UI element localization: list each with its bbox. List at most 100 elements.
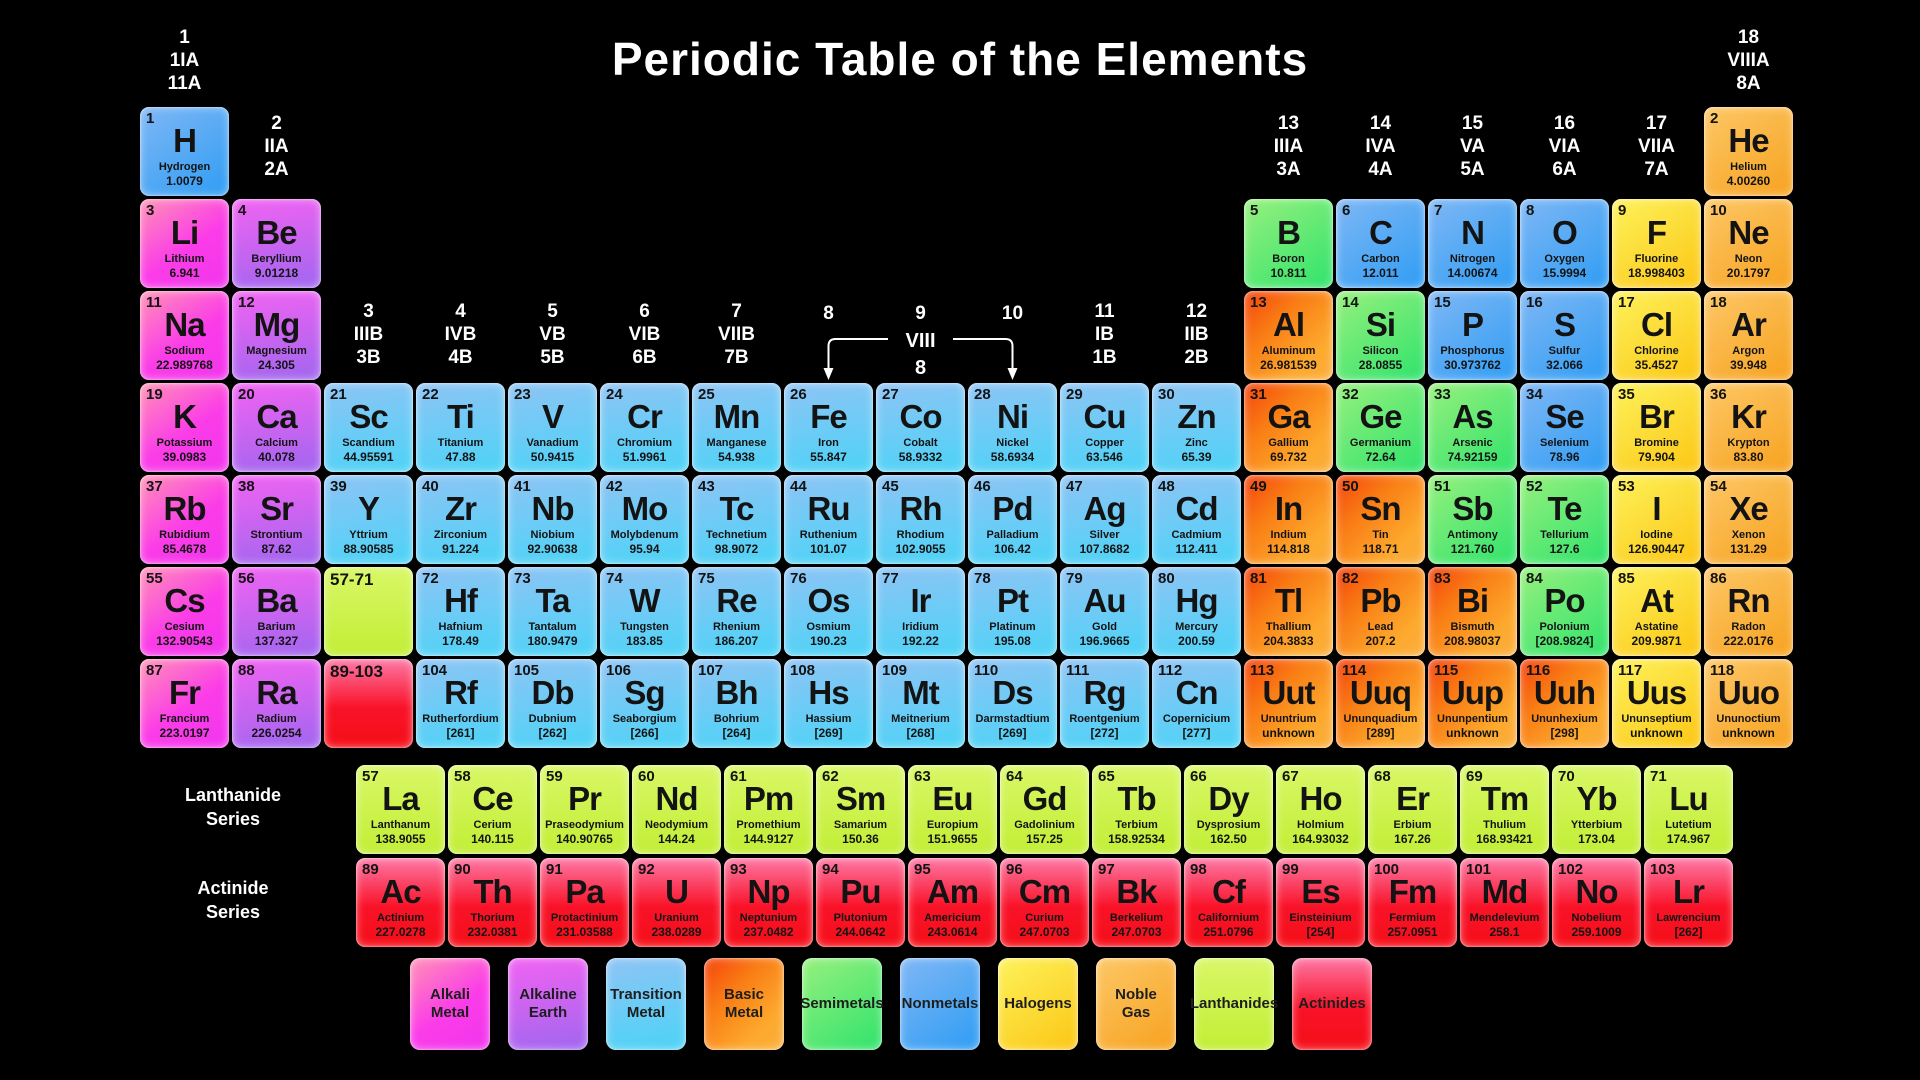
element-cell-Rg[interactable]: 111 Rg Roentgenium [272]	[1060, 659, 1149, 748]
element-cell-Br[interactable]: 35 Br Bromine 79.904	[1612, 383, 1701, 472]
element-cell-Ir[interactable]: 77 Ir Iridium 192.22	[876, 567, 965, 656]
element-cell-Rn[interactable]: 86 Rn Radon 222.0176	[1704, 567, 1793, 656]
element-cell-Cs[interactable]: 55 Cs Cesium 132.90543	[140, 567, 229, 656]
element-cell-Uuq[interactable]: 114 Uuq Ununquadium [289]	[1336, 659, 1425, 748]
element-cell-P[interactable]: 15 P Phosphorus 30.973762	[1428, 291, 1517, 380]
element-cell-Mn[interactable]: 25 Mn Manganese 54.938	[692, 383, 781, 472]
element-cell-Ne[interactable]: 10 Ne Neon 20.1797	[1704, 199, 1793, 288]
element-cell-Mo[interactable]: 42 Mo Molybdenum 95.94	[600, 475, 689, 564]
element-cell-Pu[interactable]: 94 Pu Plutonium 244.0642	[816, 858, 905, 947]
element-cell-Tl[interactable]: 81 Tl Thallium 204.3833	[1244, 567, 1333, 656]
element-cell-Pb[interactable]: 82 Pb Lead 207.2	[1336, 567, 1425, 656]
element-cell-Al[interactable]: 13 Al Aluminum 26.981539	[1244, 291, 1333, 380]
element-cell-S[interactable]: 16 S Sulfur 32.066	[1520, 291, 1609, 380]
element-cell-B[interactable]: 5 B Boron 10.811	[1244, 199, 1333, 288]
element-cell-Cm[interactable]: 96 Cm Curium 247.0703	[1000, 858, 1089, 947]
element-cell-Sg[interactable]: 106 Sg Seaborgium [266]	[600, 659, 689, 748]
element-cell-Si[interactable]: 14 Si Silicon 28.0855	[1336, 291, 1425, 380]
element-cell-O[interactable]: 8 O Oxygen 15.9994	[1520, 199, 1609, 288]
element-cell-Ca[interactable]: 20 Ca Calcium 40.078	[232, 383, 321, 472]
element-cell-Fr[interactable]: 87 Fr Francium 223.0197	[140, 659, 229, 748]
element-cell-N[interactable]: 7 N Nitrogen 14.00674	[1428, 199, 1517, 288]
element-cell-Bi[interactable]: 83 Bi Bismuth 208.98037	[1428, 567, 1517, 656]
element-cell-In[interactable]: 49 In Indium 114.818	[1244, 475, 1333, 564]
element-cell-Ti[interactable]: 22 Ti Titanium 47.88	[416, 383, 505, 472]
element-cell-Am[interactable]: 95 Am Americium 243.0614	[908, 858, 997, 947]
element-cell-Es[interactable]: 99 Es Einsteinium [254]	[1276, 858, 1365, 947]
element-cell-Ni[interactable]: 28 Ni Nickel 58.6934	[968, 383, 1057, 472]
element-cell-Er[interactable]: 68 Er Erbium 167.26	[1368, 765, 1457, 854]
element-cell-Sm[interactable]: 62 Sm Samarium 150.36	[816, 765, 905, 854]
element-cell-Rh[interactable]: 45 Rh Rhodium 102.9055	[876, 475, 965, 564]
element-cell-Bk[interactable]: 97 Bk Berkelium 247.0703	[1092, 858, 1181, 947]
element-cell-He[interactable]: 2 He Helium 4.00260	[1704, 107, 1793, 196]
element-cell-Yb[interactable]: 70 Yb Ytterbium 173.04	[1552, 765, 1641, 854]
element-cell-Hf[interactable]: 72 Hf Hafnium 178.49	[416, 567, 505, 656]
element-cell-Pr[interactable]: 59 Pr Praseodymium 140.90765	[540, 765, 629, 854]
element-cell-Ds[interactable]: 110 Ds Darmstadtium [269]	[968, 659, 1057, 748]
element-cell-Cd[interactable]: 48 Cd Cadmium 112.411	[1152, 475, 1241, 564]
element-cell-Pt[interactable]: 78 Pt Platinum 195.08	[968, 567, 1057, 656]
element-cell-As[interactable]: 33 As Arsenic 74.92159	[1428, 383, 1517, 472]
element-cell-Cr[interactable]: 24 Cr Chromium 51.9961	[600, 383, 689, 472]
element-cell-I[interactable]: 53 I Iodine 126.90447	[1612, 475, 1701, 564]
element-cell-Dy[interactable]: 66 Dy Dysprosium 162.50	[1184, 765, 1273, 854]
element-cell-Ho[interactable]: 67 Ho Holmium 164.93032	[1276, 765, 1365, 854]
element-cell-Hg[interactable]: 80 Hg Mercury 200.59	[1152, 567, 1241, 656]
element-cell-H[interactable]: 1 H Hydrogen 1.0079	[140, 107, 229, 196]
element-cell-Uut[interactable]: 113 Uut Ununtrium unknown	[1244, 659, 1333, 748]
element-cell-Ce[interactable]: 58 Ce Cerium 140.115	[448, 765, 537, 854]
element-cell-Lr[interactable]: 103 Lr Lawrencium [262]	[1644, 858, 1733, 947]
placeholder-cell-57-71[interactable]: 57-71	[324, 567, 413, 656]
element-cell-Zr[interactable]: 40 Zr Zirconium 91.224	[416, 475, 505, 564]
element-cell-Tb[interactable]: 65 Tb Terbium 158.92534	[1092, 765, 1181, 854]
element-cell-Au[interactable]: 79 Au Gold 196.9665	[1060, 567, 1149, 656]
element-cell-Ge[interactable]: 32 Ge Germanium 72.64	[1336, 383, 1425, 472]
element-cell-Sb[interactable]: 51 Sb Antimony 121.760	[1428, 475, 1517, 564]
element-cell-Y[interactable]: 39 Y Yttrium 88.90585	[324, 475, 413, 564]
element-cell-Re[interactable]: 75 Re Rhenium 186.207	[692, 567, 781, 656]
element-cell-Tm[interactable]: 69 Tm Thulium 168.93421	[1460, 765, 1549, 854]
element-cell-Eu[interactable]: 63 Eu Europium 151.9655	[908, 765, 997, 854]
element-cell-Fe[interactable]: 26 Fe Iron 55.847	[784, 383, 873, 472]
element-cell-Np[interactable]: 93 Np Neptunium 237.0482	[724, 858, 813, 947]
element-cell-W[interactable]: 74 W Tungsten 183.85	[600, 567, 689, 656]
element-cell-Li[interactable]: 3 Li Lithium 6.941	[140, 199, 229, 288]
element-cell-U[interactable]: 92 U Uranium 238.0289	[632, 858, 721, 947]
element-cell-Mt[interactable]: 109 Mt Meitnerium [268]	[876, 659, 965, 748]
element-cell-Ag[interactable]: 47 Ag Silver 107.8682	[1060, 475, 1149, 564]
element-cell-Na[interactable]: 11 Na Sodium 22.989768	[140, 291, 229, 380]
element-cell-Md[interactable]: 101 Md Mendelevium 258.1	[1460, 858, 1549, 947]
element-cell-Gd[interactable]: 64 Gd Gadolinium 157.25	[1000, 765, 1089, 854]
element-cell-Se[interactable]: 34 Se Selenium 78.96	[1520, 383, 1609, 472]
element-cell-Ra[interactable]: 88 Ra Radium 226.0254	[232, 659, 321, 748]
element-cell-Nb[interactable]: 41 Nb Niobium 92.90638	[508, 475, 597, 564]
element-cell-Xe[interactable]: 54 Xe Xenon 131.29	[1704, 475, 1793, 564]
element-cell-Tc[interactable]: 43 Tc Technetium 98.9072	[692, 475, 781, 564]
element-cell-Co[interactable]: 27 Co Cobalt 58.9332	[876, 383, 965, 472]
element-cell-Mg[interactable]: 12 Mg Magnesium 24.305	[232, 291, 321, 380]
element-cell-Rb[interactable]: 37 Rb Rubidium 85.4678	[140, 475, 229, 564]
element-cell-Ru[interactable]: 44 Ru Ruthenium 101.07	[784, 475, 873, 564]
element-cell-K[interactable]: 19 K Potassium 39.0983	[140, 383, 229, 472]
element-cell-Cl[interactable]: 17 Cl Chlorine 35.4527	[1612, 291, 1701, 380]
element-cell-Kr[interactable]: 36 Kr Krypton 83.80	[1704, 383, 1793, 472]
element-cell-Os[interactable]: 76 Os Osmium 190.23	[784, 567, 873, 656]
element-cell-No[interactable]: 102 No Nobelium 259.1009	[1552, 858, 1641, 947]
element-cell-F[interactable]: 9 F Fluorine 18.998403	[1612, 199, 1701, 288]
element-cell-Lu[interactable]: 71 Lu Lutetium 174.967	[1644, 765, 1733, 854]
element-cell-Pa[interactable]: 91 Pa Protactinium 231.03588	[540, 858, 629, 947]
element-cell-Hs[interactable]: 108 Hs Hassium [269]	[784, 659, 873, 748]
element-cell-Ar[interactable]: 18 Ar Argon 39.948	[1704, 291, 1793, 380]
element-cell-Pd[interactable]: 46 Pd Palladium 106.42	[968, 475, 1057, 564]
placeholder-cell-89-103[interactable]: 89-103	[324, 659, 413, 748]
element-cell-Cf[interactable]: 98 Cf Californium 251.0796	[1184, 858, 1273, 947]
element-cell-Cn[interactable]: 112 Cn Copernicium [277]	[1152, 659, 1241, 748]
element-cell-V[interactable]: 23 V Vanadium 50.9415	[508, 383, 597, 472]
element-cell-Sc[interactable]: 21 Sc Scandium 44.95591	[324, 383, 413, 472]
element-cell-Sn[interactable]: 50 Sn Tin 118.71	[1336, 475, 1425, 564]
element-cell-Pm[interactable]: 61 Pm Promethium 144.9127	[724, 765, 813, 854]
element-cell-Uuo[interactable]: 118 Uuo Ununoctium unknown	[1704, 659, 1793, 748]
element-cell-Sr[interactable]: 38 Sr Strontium 87.62	[232, 475, 321, 564]
element-cell-Uus[interactable]: 117 Uus Ununseptium unknown	[1612, 659, 1701, 748]
